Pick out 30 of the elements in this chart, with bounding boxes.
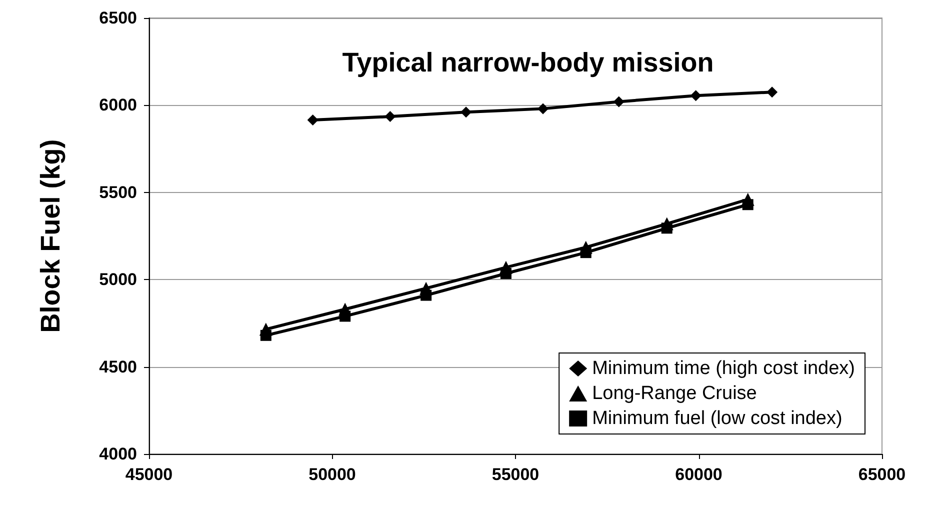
y-tick-label: 5500 [99,182,137,202]
point [460,106,472,118]
point [613,96,624,108]
point [384,111,396,122]
x-tick-label: 45000 [125,465,173,484]
y-tick-label: 4000 [99,444,137,464]
point [500,268,512,279]
point [420,290,432,301]
text: Typical narrow-body mission [342,48,714,78]
y-tick-label: 4500 [99,357,137,376]
y-tick-label: 6000 [99,96,137,115]
x-tick-label: 65000 [858,465,906,484]
x-tick-label: 60000 [675,465,722,484]
point [260,330,272,341]
point [537,103,548,114]
point [580,247,592,258]
point [307,114,318,126]
point [661,222,672,234]
legend-label: Long-Range Cruise [592,383,757,404]
point [690,90,702,102]
y-tick-label: 6500 [99,8,137,28]
y-tick-label: 5000 [99,270,137,290]
y-axis-title: Block Fuel (kg) [36,139,66,333]
point [340,310,351,322]
x-tick-label: 50000 [308,465,356,484]
legend-label: Minimum time (high cost index) [592,358,856,379]
point [766,86,778,98]
x-tick-label: 55000 [492,465,540,484]
point [742,199,754,210]
legend-label: Minimum fuel (low cost index) [592,408,842,429]
